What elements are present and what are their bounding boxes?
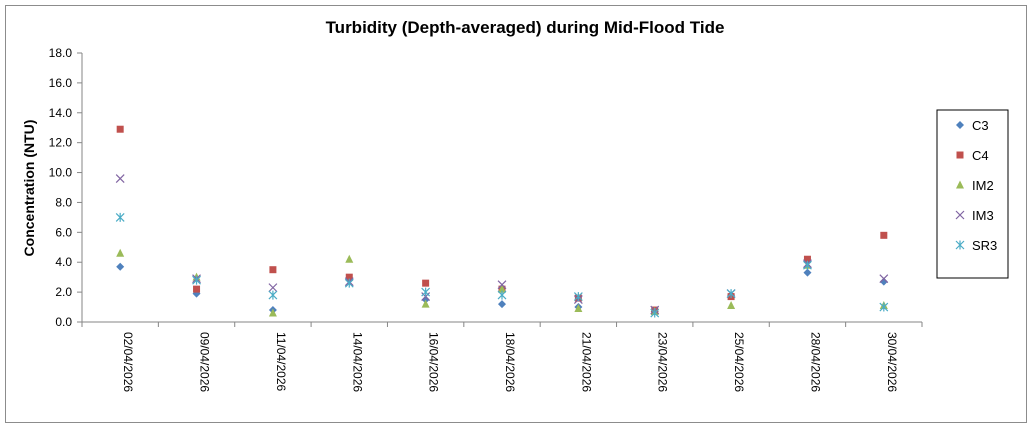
data-point-im2	[345, 254, 354, 263]
data-point-im2	[498, 284, 506, 293]
data-point-im2	[268, 308, 277, 317]
legend: C3 C4 IM2 IM3 SR3	[936, 109, 1009, 279]
x-tick-label: 02/04/2026	[121, 332, 135, 392]
legend-label-c3: C3	[972, 118, 989, 133]
data-point-sr3	[192, 275, 201, 285]
data-point-sr3	[421, 287, 431, 297]
x-tick-label: 18/04/2026	[503, 332, 517, 392]
data-point-sr3	[726, 289, 736, 299]
data-point-c4	[803, 255, 811, 263]
data-point-c4	[116, 125, 124, 133]
data-point-sr3	[650, 308, 660, 318]
y-tick-label: 0.0	[55, 315, 72, 329]
data-point-im3	[497, 280, 507, 290]
x-tick-label: 28/04/2026	[808, 332, 822, 392]
x-tick-label: 21/04/2026	[579, 332, 593, 392]
legend-marker-im2	[956, 180, 964, 189]
x-tick-label: 25/04/2026	[732, 332, 746, 392]
data-point-im2	[727, 301, 736, 310]
chart-frame	[5, 5, 1027, 423]
data-point-c3	[498, 300, 506, 309]
x-tick-label: 09/04/2026	[198, 332, 212, 392]
y-tick-label: 16.0	[49, 76, 73, 90]
legend-label-im2: IM2	[972, 178, 994, 193]
data-point-c3	[116, 262, 125, 271]
y-tick-labels: 0.0 2.0 4.0 6.0 8.0 10.0 12.0 14.0 16.0 18.0	[49, 46, 73, 329]
data-point-im3	[879, 274, 889, 284]
y-tick-label: 14.0	[49, 106, 73, 120]
y-tick-label: 2.0	[55, 285, 72, 299]
axes	[77, 52, 923, 327]
y-tick-label: 4.0	[55, 255, 72, 269]
data-point-sr3	[803, 260, 812, 270]
legend-marker-im3	[955, 210, 965, 220]
y-tick-label: 8.0	[55, 195, 72, 209]
series-sr3	[115, 212, 889, 318]
data-point-sr3	[115, 212, 125, 222]
chart-title: Turbidity (Depth-averaged) during Mid-Fl…	[326, 18, 725, 37]
legend-label-c4: C4	[972, 148, 989, 163]
x-tick-label: 14/04/2026	[350, 332, 364, 392]
x-tick-label: 16/04/2026	[427, 332, 441, 392]
legend-label-im3: IM3	[972, 208, 994, 223]
y-tick-label: 10.0	[49, 166, 73, 180]
data-point-c4	[345, 273, 353, 281]
data-point-im2	[574, 304, 583, 313]
data-point-sr3	[573, 292, 583, 302]
data-point-im3	[115, 174, 125, 183]
data-point-c3	[803, 268, 812, 277]
legend-label-sr3: SR3	[972, 238, 997, 253]
data-point-sr3	[879, 302, 889, 312]
data-point-im2	[116, 248, 125, 257]
x-tick-label: 23/04/2026	[656, 332, 670, 392]
data-points	[115, 125, 889, 318]
legend-marker-c3	[956, 121, 964, 129]
data-point-sr3	[344, 278, 354, 288]
legend-box	[936, 109, 1009, 279]
y-tick-label: 18.0	[49, 46, 73, 60]
data-point-c4	[880, 231, 888, 239]
y-tick-label: 12.0	[49, 136, 73, 150]
x-tick-labels: 02/04/2026 09/04/2026 11/04/2026 14/04/2026…	[121, 332, 899, 392]
y-axis-label: Concentration (NTU)	[21, 120, 37, 257]
data-point-sr3	[497, 290, 507, 300]
data-point-c4	[422, 279, 430, 287]
data-point-c4	[193, 285, 201, 293]
legend-marker-sr3	[955, 240, 965, 250]
data-point-c3	[879, 277, 888, 286]
data-point-im2	[421, 299, 430, 308]
data-point-c4	[269, 266, 277, 274]
data-point-im3	[268, 283, 278, 293]
x-tick-label: 11/04/2026	[274, 332, 288, 391]
x-tick-label: 30/04/2026	[885, 332, 899, 392]
y-tick-label: 6.0	[55, 225, 72, 239]
legend-marker-c4	[956, 151, 964, 159]
data-point-sr3	[268, 290, 278, 300]
